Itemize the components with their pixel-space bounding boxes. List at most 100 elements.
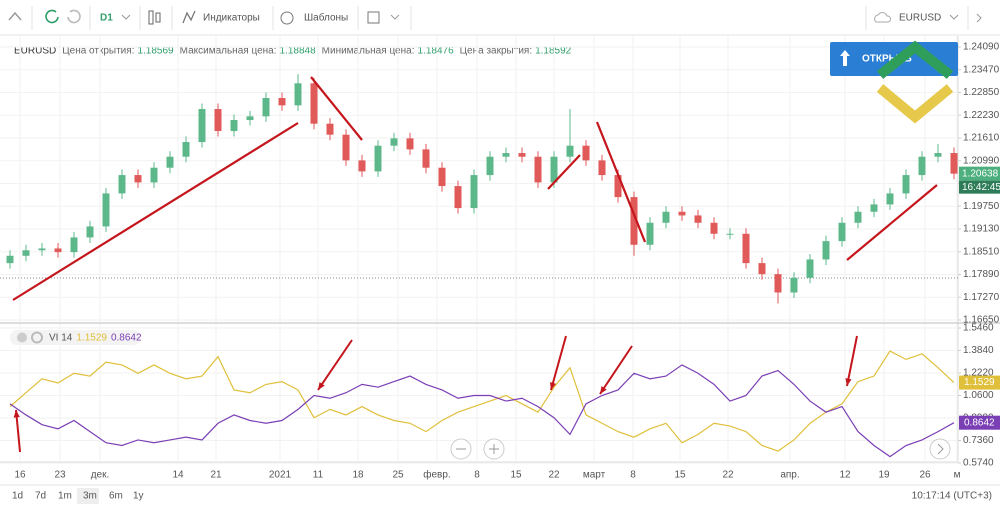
value-badge-label: 0.8642	[964, 417, 995, 428]
candle-body	[198, 109, 206, 143]
collapse-icon[interactable]	[8, 11, 22, 21]
y-tick-label: 1.19130	[963, 224, 1000, 235]
arrow-annotation	[599, 345, 633, 395]
redo-icon[interactable]	[67, 9, 81, 24]
arrow-annotation	[550, 335, 567, 391]
legend-close[interactable]	[17, 332, 27, 343]
candle-body	[646, 222, 654, 245]
last-price-badge	[959, 166, 1000, 181]
cloud-icon[interactable]	[874, 12, 892, 23]
range-button[interactable]: 6m	[109, 491, 123, 502]
candle-body	[710, 222, 718, 234]
legend-value: 0.8642	[111, 333, 142, 344]
y-tick-label: 1.17270	[963, 292, 1000, 303]
x-tick-label: 16	[14, 470, 26, 481]
candle-icon[interactable]	[155, 12, 161, 23]
symbol-selector[interactable]: EURUSD	[899, 13, 941, 24]
x-tick-label: 26	[919, 470, 931, 481]
candle-body	[822, 241, 830, 260]
candle-icon[interactable]	[148, 10, 154, 25]
range-button[interactable]: 1d	[12, 491, 23, 502]
x-tick-label: 8	[474, 470, 480, 481]
candle-body	[70, 237, 78, 253]
range-button[interactable]: 7d	[35, 491, 46, 502]
y-tick-label: 1.3840	[963, 345, 994, 356]
candle-body	[614, 175, 622, 198]
range-button[interactable]: 1y	[133, 491, 144, 502]
candle-body	[22, 250, 30, 256]
range-active	[77, 488, 99, 504]
dropdown-icon[interactable]	[949, 14, 959, 20]
candle-body	[854, 211, 862, 223]
dropdown-icon[interactable]	[121, 14, 131, 20]
x-tick-label: февр.	[423, 469, 450, 481]
toolbar-bg	[0, 0, 1000, 35]
candle-body	[358, 160, 366, 172]
x-tick-label: 23	[54, 470, 66, 481]
value-badge	[959, 375, 1000, 390]
indicators-button[interactable]: Индикаторы	[203, 13, 260, 24]
y-tick-label: 1.21610	[963, 133, 1000, 144]
arrow-annotation	[846, 335, 858, 387]
calendar-icon[interactable]	[367, 11, 380, 24]
x-tick-label: 18	[352, 470, 364, 481]
scroll-right[interactable]	[929, 438, 951, 460]
x-tick-label: 22	[548, 470, 560, 481]
candle-body	[54, 248, 62, 253]
arrow-head	[845, 378, 852, 386]
templates-button[interactable]: Шаблоны	[304, 12, 348, 24]
open-trade[interactable]: ОТКРЫТЬ	[830, 40, 958, 124]
trade-icon	[840, 50, 850, 66]
y-tick-label: 1.23470	[963, 64, 1000, 75]
dropdown-icon[interactable]	[390, 14, 400, 20]
x-tick-label: 11	[313, 470, 324, 481]
arrow-head	[318, 382, 325, 390]
countdown: 16:42:45	[962, 182, 1000, 193]
candle-body	[182, 142, 190, 157]
candle-body	[950, 153, 958, 174]
x-tick-label: 19	[878, 470, 890, 481]
x-tick-label: 2021	[269, 470, 292, 481]
open-trade-label[interactable]: ОТКРЫТЬ	[862, 54, 912, 65]
candle-body	[150, 167, 158, 183]
timeframe[interactable]: D1	[100, 13, 113, 24]
candle-body	[246, 116, 254, 121]
candle-body	[262, 98, 270, 117]
y-tick-label: 1.18510	[963, 246, 1000, 257]
info-low-label: Минимальная цена:	[322, 46, 415, 57]
arrow-head	[600, 386, 607, 394]
candle-body	[38, 248, 46, 251]
logo-yellow	[876, 84, 954, 124]
candle-body	[518, 153, 526, 157]
info-high: 1.18848	[280, 46, 317, 57]
y-tick-label: 1.17890	[963, 269, 1000, 280]
legend-bg	[10, 330, 140, 345]
arrow-annotation	[317, 339, 353, 391]
x-tick-label: 8	[630, 470, 636, 481]
undo-icon[interactable]	[45, 9, 59, 24]
candle-body	[118, 175, 126, 194]
candle-body	[566, 145, 574, 157]
range-button[interactable]: 1m	[58, 491, 72, 502]
x-tick-label: апр.	[780, 470, 799, 481]
legend-label: VI 14	[49, 333, 73, 344]
candle-body	[662, 211, 670, 223]
candle-body	[886, 193, 894, 205]
trend-annotation	[846, 184, 938, 261]
range-button[interactable]: 3m	[83, 491, 97, 502]
templates-icon[interactable]	[280, 11, 294, 25]
candle-body	[230, 120, 238, 132]
arrow-head	[13, 410, 20, 418]
candle-body	[630, 197, 638, 245]
indicators-icon[interactable]	[182, 10, 196, 24]
footer: 1d 7d 1m 3m 6m 1y	[12, 488, 144, 504]
candle-body	[678, 211, 686, 216]
expand-icon[interactable]	[976, 13, 982, 23]
scroll-right-icon	[937, 443, 944, 455]
legend-settings[interactable]	[31, 331, 43, 344]
candle-body	[390, 138, 398, 146]
info-close: 1.18592	[535, 46, 572, 57]
indicator-panel: 1.54601.38401.22201.06000.89800.73600.57…	[0, 323, 1000, 481]
x-tick-label: м	[954, 470, 961, 481]
